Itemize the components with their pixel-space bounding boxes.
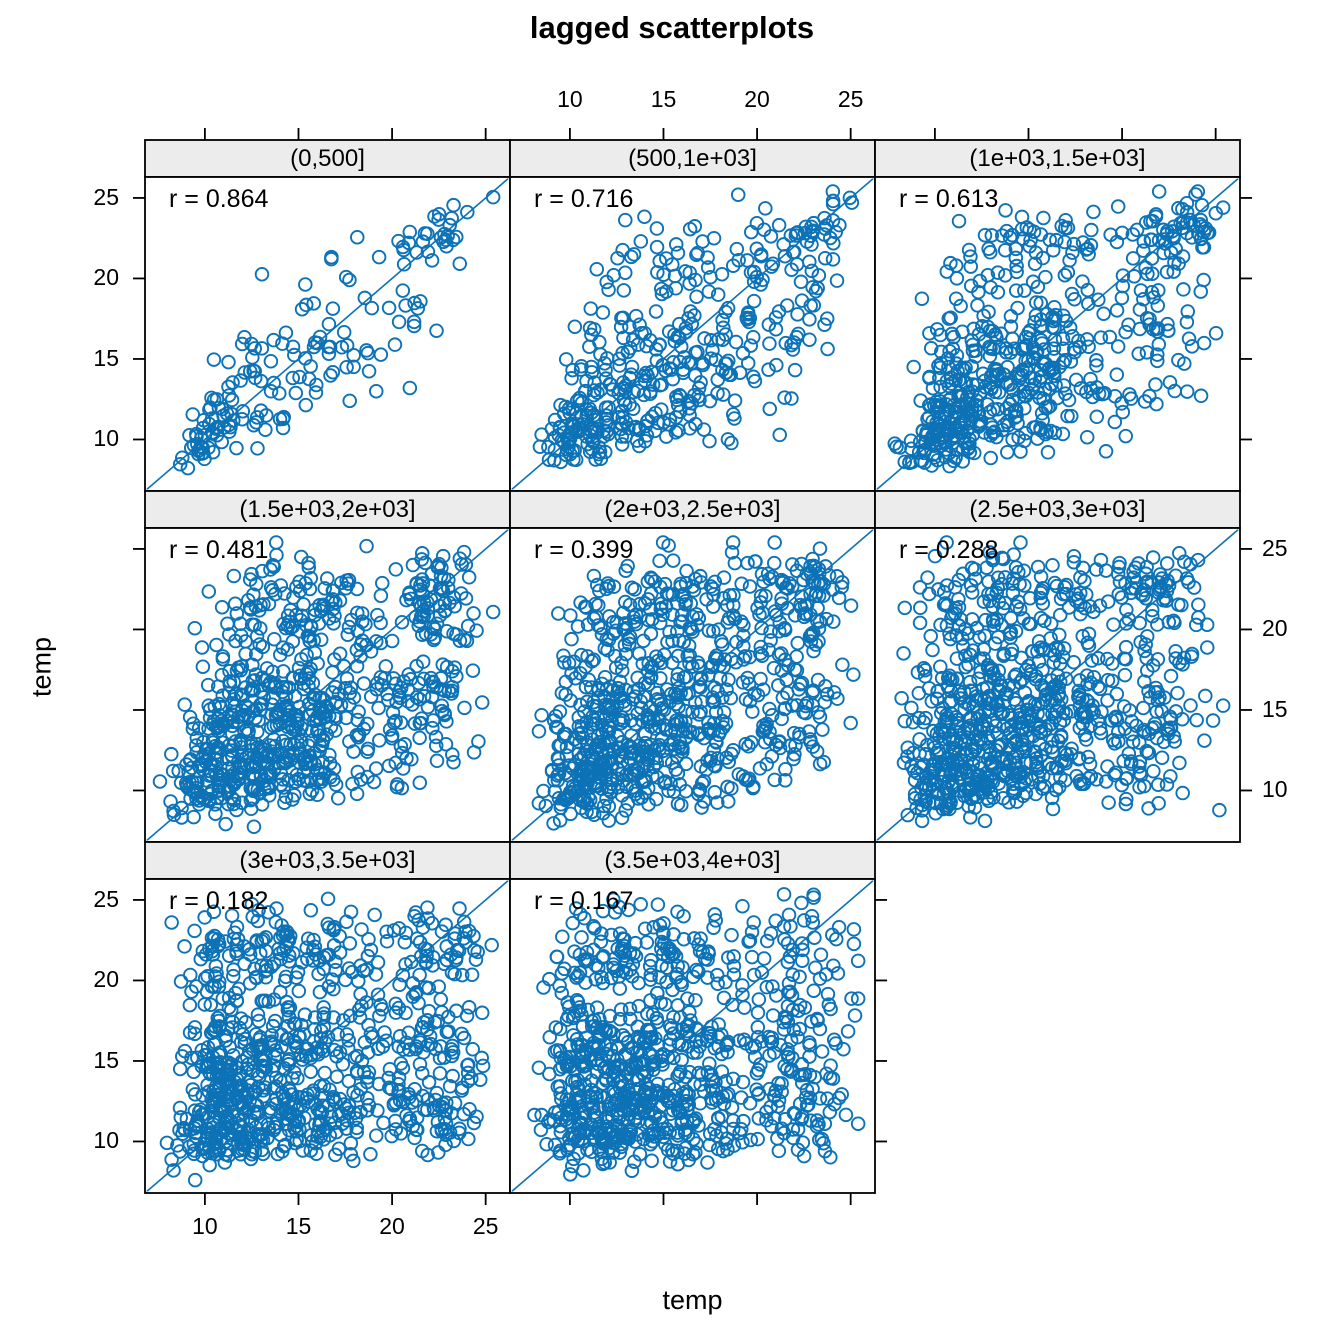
correlation-label: r = 0.182 — [169, 887, 269, 915]
axis-tick-label: 15 — [285, 1213, 312, 1239]
x-axis-label: temp — [662, 1285, 723, 1315]
axis-tick-label: 15 — [93, 1046, 119, 1073]
axis-tick-label: 25 — [472, 1213, 499, 1239]
axis-tick-label: 25 — [93, 885, 119, 912]
axis-tick-label: 20 — [379, 1213, 405, 1239]
axis-tick-label: 25 — [1262, 534, 1288, 561]
axis-tick-label: 25 — [837, 86, 864, 112]
panel-strip-label: (1.5e+03,2e+03] — [239, 496, 416, 523]
correlation-label: r = 0.399 — [534, 536, 634, 564]
panel-strip-label: (3e+03,3.5e+03] — [239, 847, 416, 874]
panel-strip-label: (2e+03,2.5e+03] — [604, 496, 781, 523]
panel-strip-label: (0,500] — [290, 145, 365, 172]
axis-tick-label: 10 — [93, 1127, 119, 1154]
correlation-label: r = 0.288 — [899, 536, 999, 564]
axis-tick-label: 15 — [1262, 695, 1288, 722]
axis-tick-label: 20 — [1262, 615, 1288, 642]
correlation-label: r = 0.613 — [899, 185, 999, 213]
y-axis-label: temp — [26, 636, 57, 697]
panel-strip-label: (500,1e+03] — [628, 145, 757, 172]
chart-title: lagged scatterplots — [529, 10, 815, 45]
panel-strip-label: (3.5e+03,4e+03] — [604, 847, 781, 874]
axis-tick-label: 15 — [93, 344, 119, 371]
panel-strip-label: (1e+03,1.5e+03] — [969, 145, 1146, 172]
axis-tick-label: 10 — [192, 1213, 218, 1239]
axis-tick-label: 20 — [93, 966, 119, 993]
axis-tick-label: 20 — [93, 264, 119, 291]
correlation-label: r = 0.167 — [534, 887, 634, 915]
correlation-label: r = 0.864 — [169, 185, 269, 213]
axis-tick-label: 10 — [1262, 776, 1288, 803]
correlation-label: r = 0.481 — [169, 536, 269, 564]
correlation-label: r = 0.716 — [534, 185, 634, 213]
axis-tick-label: 10 — [93, 425, 119, 452]
panel-strip-label: (2.5e+03,3e+03] — [969, 496, 1146, 523]
axis-tick-label: 15 — [650, 86, 677, 112]
axis-tick-label: 10 — [557, 86, 583, 112]
axis-tick-label: 20 — [744, 86, 770, 112]
axis-tick-label: 25 — [93, 183, 119, 210]
